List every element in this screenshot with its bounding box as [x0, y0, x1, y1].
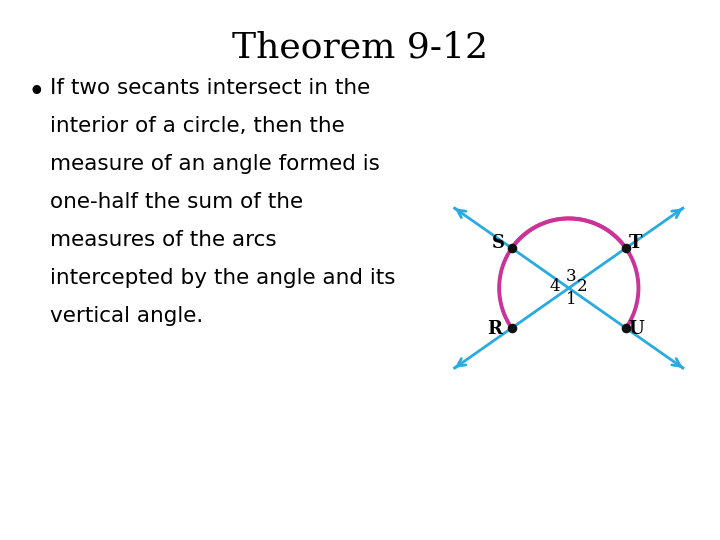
- Point: [620, 323, 631, 332]
- Text: measures of the arcs: measures of the arcs: [50, 230, 276, 250]
- Text: one-half the sum of the: one-half the sum of the: [50, 192, 303, 212]
- Text: •: •: [28, 78, 45, 107]
- Text: intercepted by the angle and its: intercepted by the angle and its: [50, 268, 395, 288]
- Text: vertical angle.: vertical angle.: [50, 306, 203, 326]
- Text: R: R: [487, 320, 502, 338]
- Text: T: T: [629, 234, 642, 252]
- Point: [620, 244, 631, 253]
- Text: 4: 4: [550, 278, 560, 295]
- Text: 3: 3: [565, 268, 576, 285]
- Text: 1: 1: [565, 291, 576, 308]
- Text: U: U: [628, 320, 644, 338]
- Text: 2: 2: [577, 278, 588, 295]
- Text: interior of a circle, then the: interior of a circle, then the: [50, 116, 345, 136]
- Text: Theorem 9-12: Theorem 9-12: [232, 30, 488, 64]
- Text: S: S: [492, 234, 505, 252]
- Point: [506, 323, 518, 332]
- Point: [506, 244, 518, 253]
- Text: If two secants intersect in the: If two secants intersect in the: [50, 78, 370, 98]
- Text: measure of an angle formed is: measure of an angle formed is: [50, 154, 380, 174]
